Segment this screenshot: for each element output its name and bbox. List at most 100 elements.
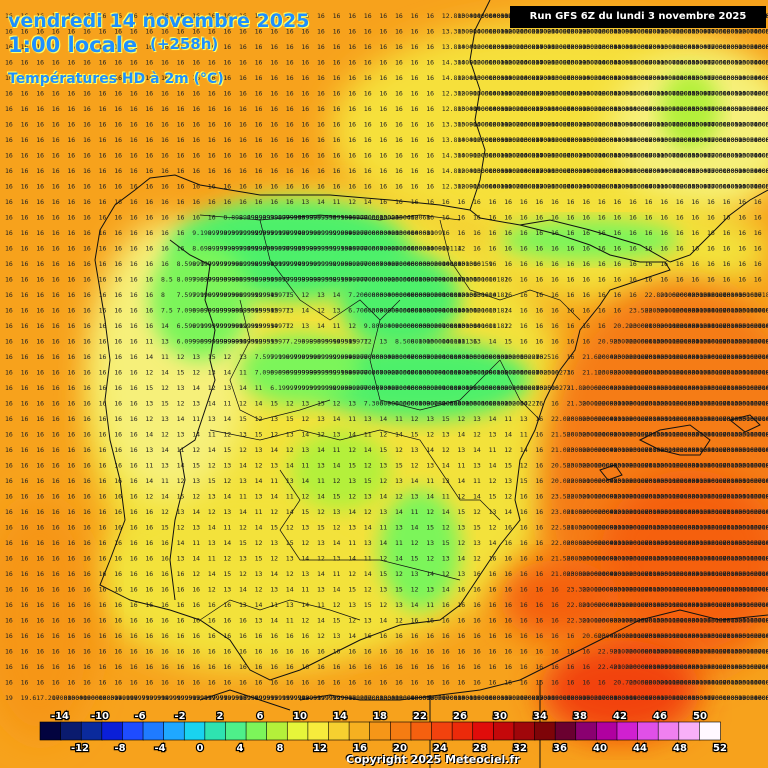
grid-value: 16 xyxy=(395,90,403,98)
grid-value: 13 xyxy=(177,431,185,439)
grid-value: 21.600000000001273 xyxy=(582,477,653,485)
grid-value: 16 xyxy=(379,183,387,191)
grid-value: 17.80000000000041 xyxy=(598,694,665,702)
grid-value: 16 xyxy=(5,524,13,532)
grid-value: 22.700000000001182 xyxy=(613,617,684,625)
grid-value: 16 xyxy=(130,369,138,377)
grid-value: 15 xyxy=(442,415,450,423)
grid-value: 16 xyxy=(130,446,138,454)
grid-value: 13 xyxy=(239,477,247,485)
grid-value: 22.100000000001728 xyxy=(738,586,768,594)
grid-value: 13.700000000000273 xyxy=(504,59,575,67)
grid-value: 23.200000000001637 xyxy=(691,415,762,423)
grid-value: 16 xyxy=(192,136,200,144)
grid-value: 16 xyxy=(598,245,606,253)
grid-value: 12.400000000000432 xyxy=(613,167,684,175)
grid-value: 16 xyxy=(36,601,44,609)
grid-value: 16 xyxy=(333,74,341,82)
grid-value: 16 xyxy=(270,679,278,687)
legend-label-top: 30 xyxy=(493,711,507,722)
grid-value: 22.200000000001182 xyxy=(613,632,684,640)
grid-value: 16 xyxy=(520,307,528,315)
grid-value: 16 xyxy=(364,183,372,191)
grid-value: 9.799999999999955 xyxy=(286,384,353,392)
grid-value: 22.600000000001728 xyxy=(738,570,768,578)
grid-value: 12 xyxy=(255,338,263,346)
grid-value: 16 xyxy=(223,198,231,206)
grid-value: 14 xyxy=(473,322,481,330)
grid-value: 16 xyxy=(161,539,169,547)
grid-value: 23.300000000001546 xyxy=(645,400,716,408)
grid-value: 21.00000000000182 xyxy=(707,570,768,578)
grid-value: 16 xyxy=(442,214,450,222)
grid-value: 16 xyxy=(145,214,153,222)
grid-value: 16 xyxy=(36,74,44,82)
grid-value: 19.599999999999937 xyxy=(255,694,326,702)
grid-value: 9.900000000000205 xyxy=(457,369,524,377)
grid-value: 16 xyxy=(223,617,231,625)
grid-value: 16 xyxy=(348,90,356,98)
grid-value: 13.100000000000364 xyxy=(567,59,638,67)
grid-value: 22.400000000001455 xyxy=(598,539,669,547)
grid-value: 13.200000000000387 xyxy=(582,136,653,144)
grid-value: 16 xyxy=(52,136,60,144)
grid-value: 13.300000000000523 xyxy=(676,28,747,36)
grid-value: 16 xyxy=(52,477,60,485)
grid-value: 16 xyxy=(130,245,138,253)
legend-swatch xyxy=(678,721,701,741)
legend-swatch xyxy=(101,721,124,741)
grid-value: 13.800000000000182 xyxy=(442,136,513,144)
grid-value: 16 xyxy=(691,229,699,237)
grid-value: 16 xyxy=(629,276,637,284)
grid-value: 12.700000000000273 xyxy=(504,121,575,129)
grid-value: 16 xyxy=(5,12,13,20)
copyright-label: Copyright 2025 Meteociel.fr xyxy=(346,753,520,766)
grid-value: 8.600000000000136 xyxy=(411,322,478,330)
grid-value: 16 xyxy=(5,105,13,113)
grid-value: 6.900000000000091 xyxy=(379,276,446,284)
grid-value: 14 xyxy=(442,586,450,594)
grid-value: 16 xyxy=(36,369,44,377)
grid-value: 13 xyxy=(489,431,497,439)
legend-label-top: 2 xyxy=(217,711,224,722)
grid-value: 13.60000000000025 xyxy=(489,167,556,175)
grid-value: 22.300000000002 xyxy=(723,493,768,501)
grid-value: 7.199999999999932 xyxy=(192,291,259,299)
grid-value: 16 xyxy=(114,663,122,671)
grid-value: 16 xyxy=(21,229,29,237)
grid-value: 16 xyxy=(613,229,621,237)
grid-value: 16 xyxy=(660,245,668,253)
grid-value: 12 xyxy=(177,477,185,485)
grid-value: 16 xyxy=(208,12,216,20)
grid-value: 16 xyxy=(395,679,403,687)
grid-value: 16 xyxy=(192,586,200,594)
grid-value: 13 xyxy=(348,601,356,609)
grid-value: 16 xyxy=(99,183,107,191)
grid-value: 16 xyxy=(83,632,91,640)
grid-value: 20.300000000002 xyxy=(723,679,768,687)
grid-value: 23.300000000002 xyxy=(723,586,768,594)
grid-value: 14.900000000000205 xyxy=(457,152,528,160)
grid-value: 16 xyxy=(535,663,543,671)
grid-value: 16 xyxy=(145,229,153,237)
color-scale-legend: -14 -10 -6 -2 2 6 10 14 18 22 26 30 34 38 42 46 50-12 -8-… xyxy=(39,710,728,755)
grid-value: 14 xyxy=(208,570,216,578)
grid-value: 16 xyxy=(520,601,528,609)
grid-value: 16 xyxy=(145,276,153,284)
grid-value: 16 xyxy=(208,679,216,687)
grid-value: 20.900000000001455 xyxy=(598,586,669,594)
grid-value: 13 xyxy=(301,570,309,578)
grid-value: 16 xyxy=(333,28,341,36)
grid-value: 16 xyxy=(660,276,668,284)
grid-value: 16 xyxy=(286,136,294,144)
grid-value: 20.200000000001182 xyxy=(613,570,684,578)
grid-value: 22.00000000000182 xyxy=(707,291,768,299)
grid-value: 16 xyxy=(426,121,434,129)
grid-value: 16 xyxy=(473,570,481,578)
legend-swatch xyxy=(389,721,412,741)
grid-value: 16 xyxy=(177,152,185,160)
grid-value: 7.099999999999909 xyxy=(255,369,322,377)
grid-value: 21.40000000000191 xyxy=(754,322,768,330)
grid-value: 12 xyxy=(442,446,450,454)
grid-value: 13 xyxy=(239,431,247,439)
